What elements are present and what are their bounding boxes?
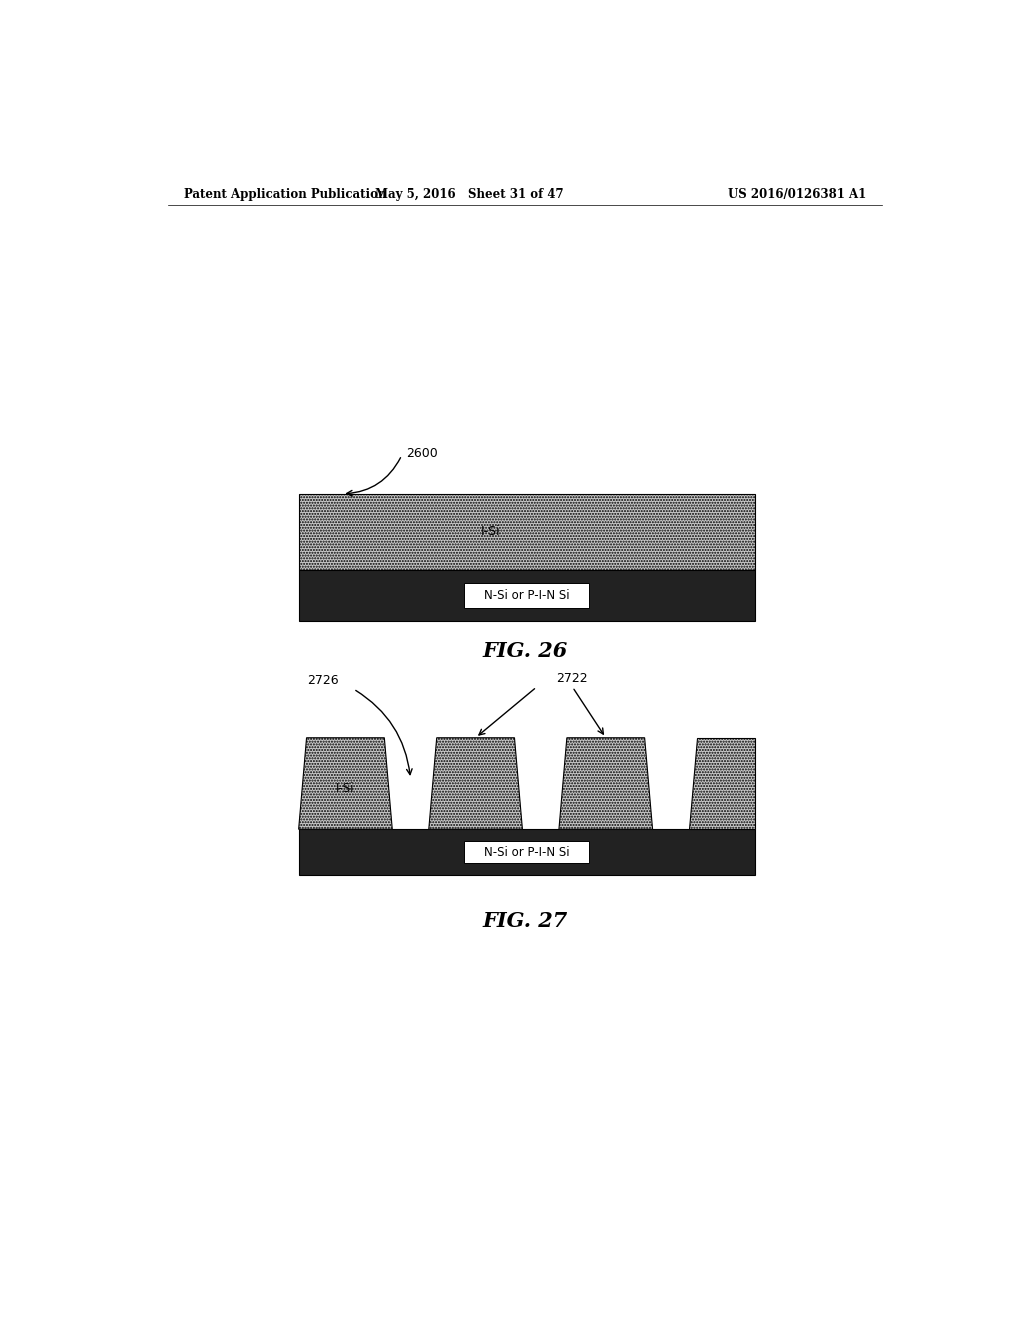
Text: I-Si: I-Si bbox=[480, 525, 500, 539]
Text: FIG. 26: FIG. 26 bbox=[482, 642, 567, 661]
Text: 2600: 2600 bbox=[406, 446, 437, 459]
Text: N-Si or P-I-N Si: N-Si or P-I-N Si bbox=[484, 846, 569, 858]
Text: May 5, 2016   Sheet 31 of 47: May 5, 2016 Sheet 31 of 47 bbox=[375, 189, 563, 202]
Text: Patent Application Publication: Patent Application Publication bbox=[183, 189, 386, 202]
Bar bbox=[299, 570, 755, 620]
Text: US 2016/0126381 A1: US 2016/0126381 A1 bbox=[728, 189, 866, 202]
Text: 2722: 2722 bbox=[556, 672, 588, 685]
Bar bbox=[299, 829, 755, 875]
FancyBboxPatch shape bbox=[465, 841, 589, 863]
Polygon shape bbox=[299, 738, 392, 829]
Text: FIG. 27: FIG. 27 bbox=[482, 911, 567, 931]
Text: 2726: 2726 bbox=[307, 675, 339, 688]
FancyBboxPatch shape bbox=[465, 583, 589, 607]
Text: I-Si: I-Si bbox=[336, 781, 354, 795]
Polygon shape bbox=[689, 738, 755, 829]
Bar bbox=[299, 494, 755, 570]
Polygon shape bbox=[429, 738, 522, 829]
Polygon shape bbox=[559, 738, 652, 829]
Text: N-Si or P-I-N Si: N-Si or P-I-N Si bbox=[484, 589, 569, 602]
